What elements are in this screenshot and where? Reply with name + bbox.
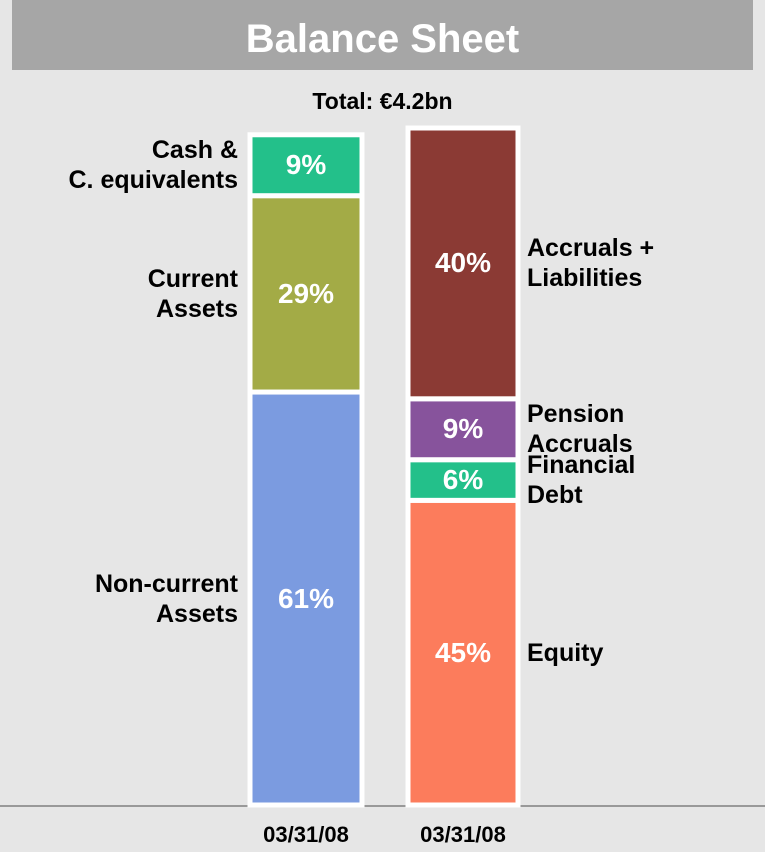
legend-label: Current Assets	[147, 264, 238, 323]
value-label: 40%	[434, 247, 492, 279]
value-label: 45%	[434, 636, 492, 668]
legend-label: Accruals + Liabilities	[527, 234, 655, 293]
legend-label: Equity	[527, 638, 604, 667]
bar-segment	[405, 497, 521, 808]
bar-segment	[405, 125, 521, 402]
legend-label: Financial Debt	[527, 451, 636, 510]
bar-segment	[405, 396, 521, 463]
value-label: 6%	[442, 464, 484, 496]
value-label: 61%	[277, 582, 335, 614]
value-label: 9%	[442, 413, 484, 445]
legend-label: Non-current Assets	[94, 569, 238, 628]
value-label: 9%	[285, 149, 327, 181]
legend-label: Cash & C. equivalents	[68, 136, 239, 195]
chart-title: Balance Sheet	[12, 0, 753, 70]
value-label: 29%	[277, 277, 335, 309]
x-tick-label: 03/31/08	[420, 822, 506, 847]
legend-label: Pension Accruals	[527, 400, 633, 459]
chart-subtitle: Total: €4.2bn	[312, 88, 453, 114]
bar-segment	[405, 457, 521, 503]
x-tick-label: 03/31/08	[263, 822, 349, 847]
bar-segment	[247, 132, 365, 199]
